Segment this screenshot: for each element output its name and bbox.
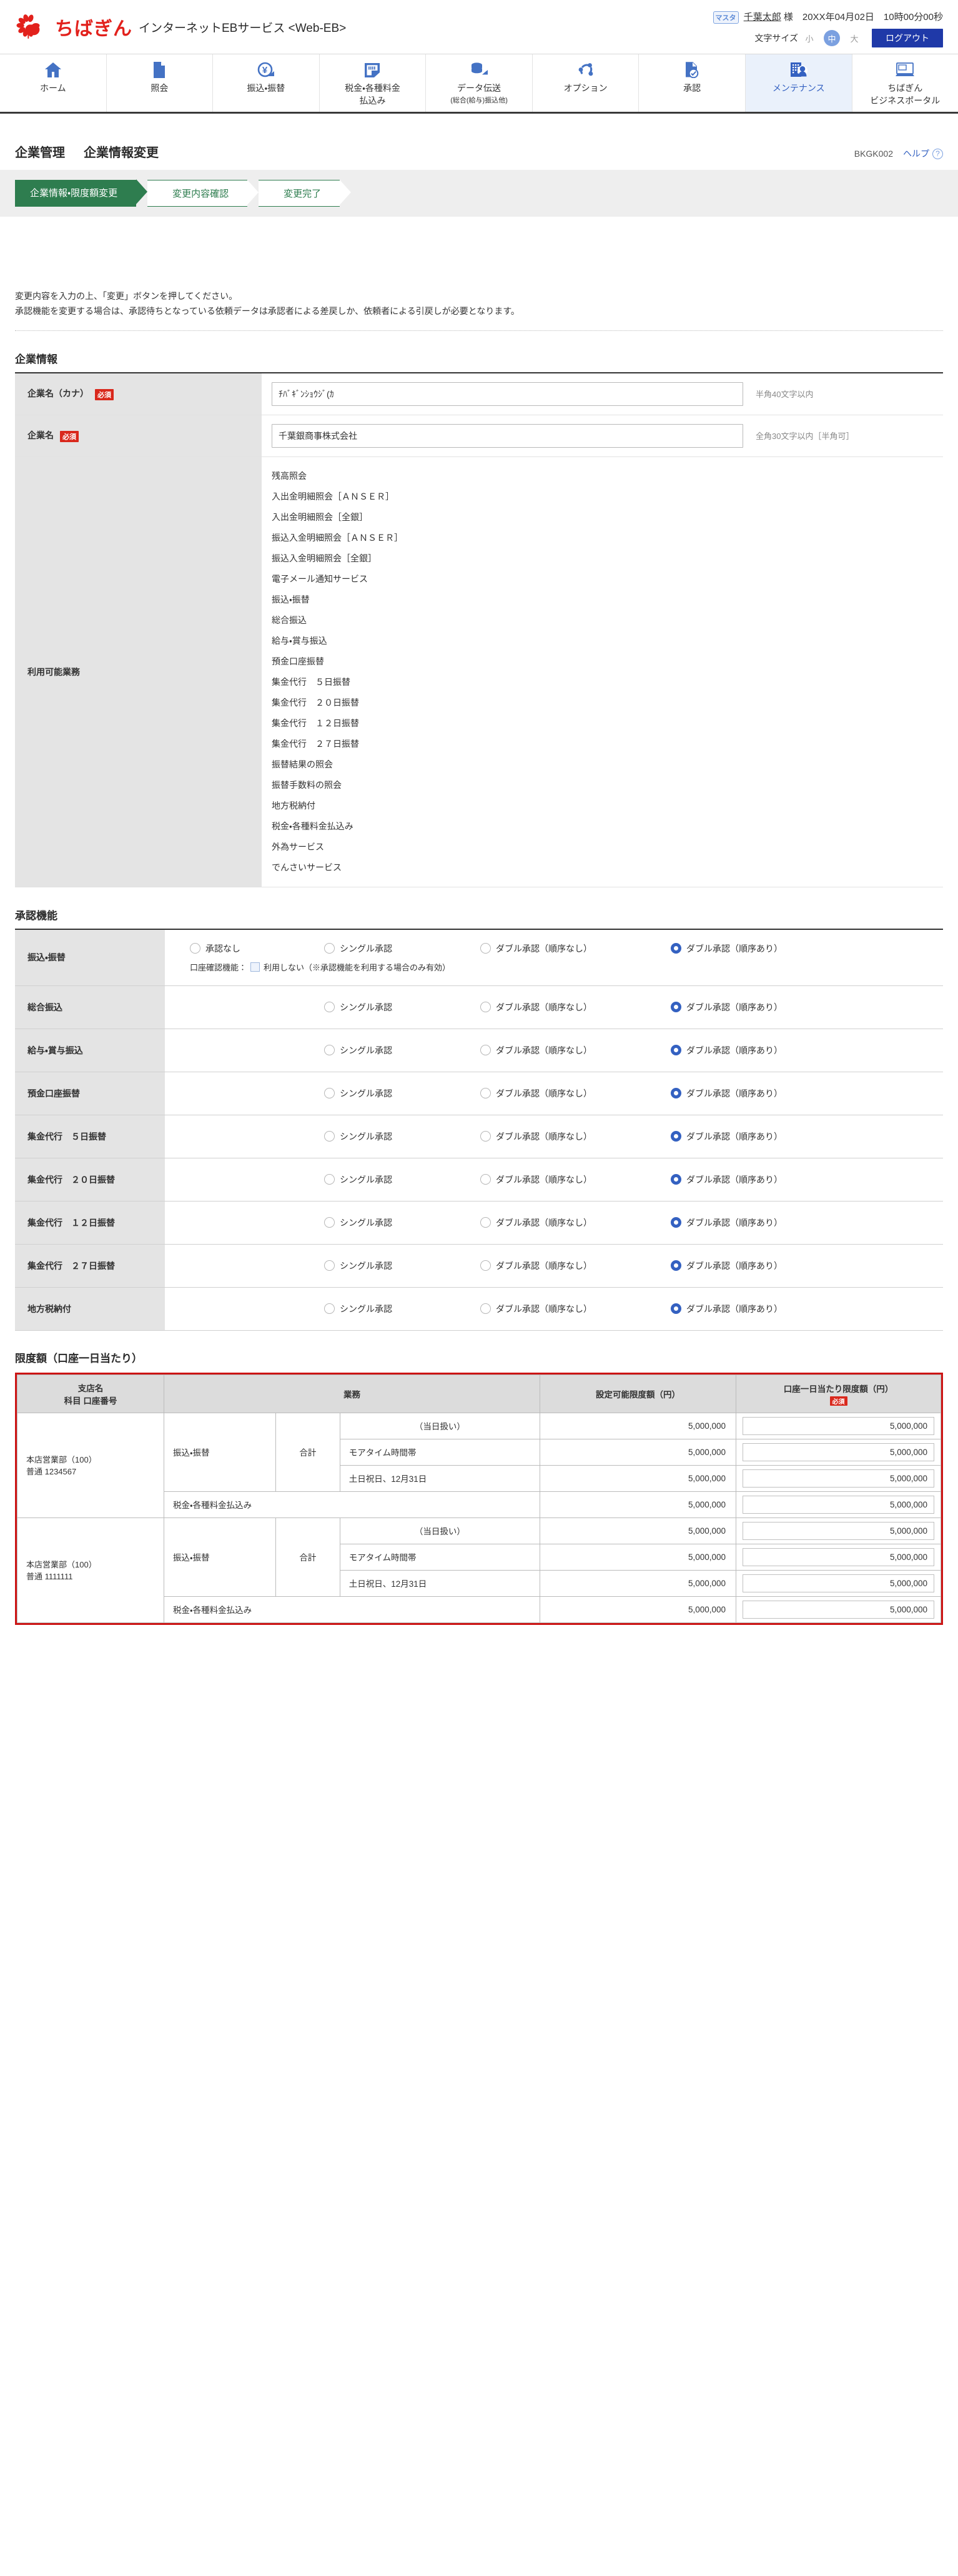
svg-text:¥: ¥: [262, 65, 268, 76]
